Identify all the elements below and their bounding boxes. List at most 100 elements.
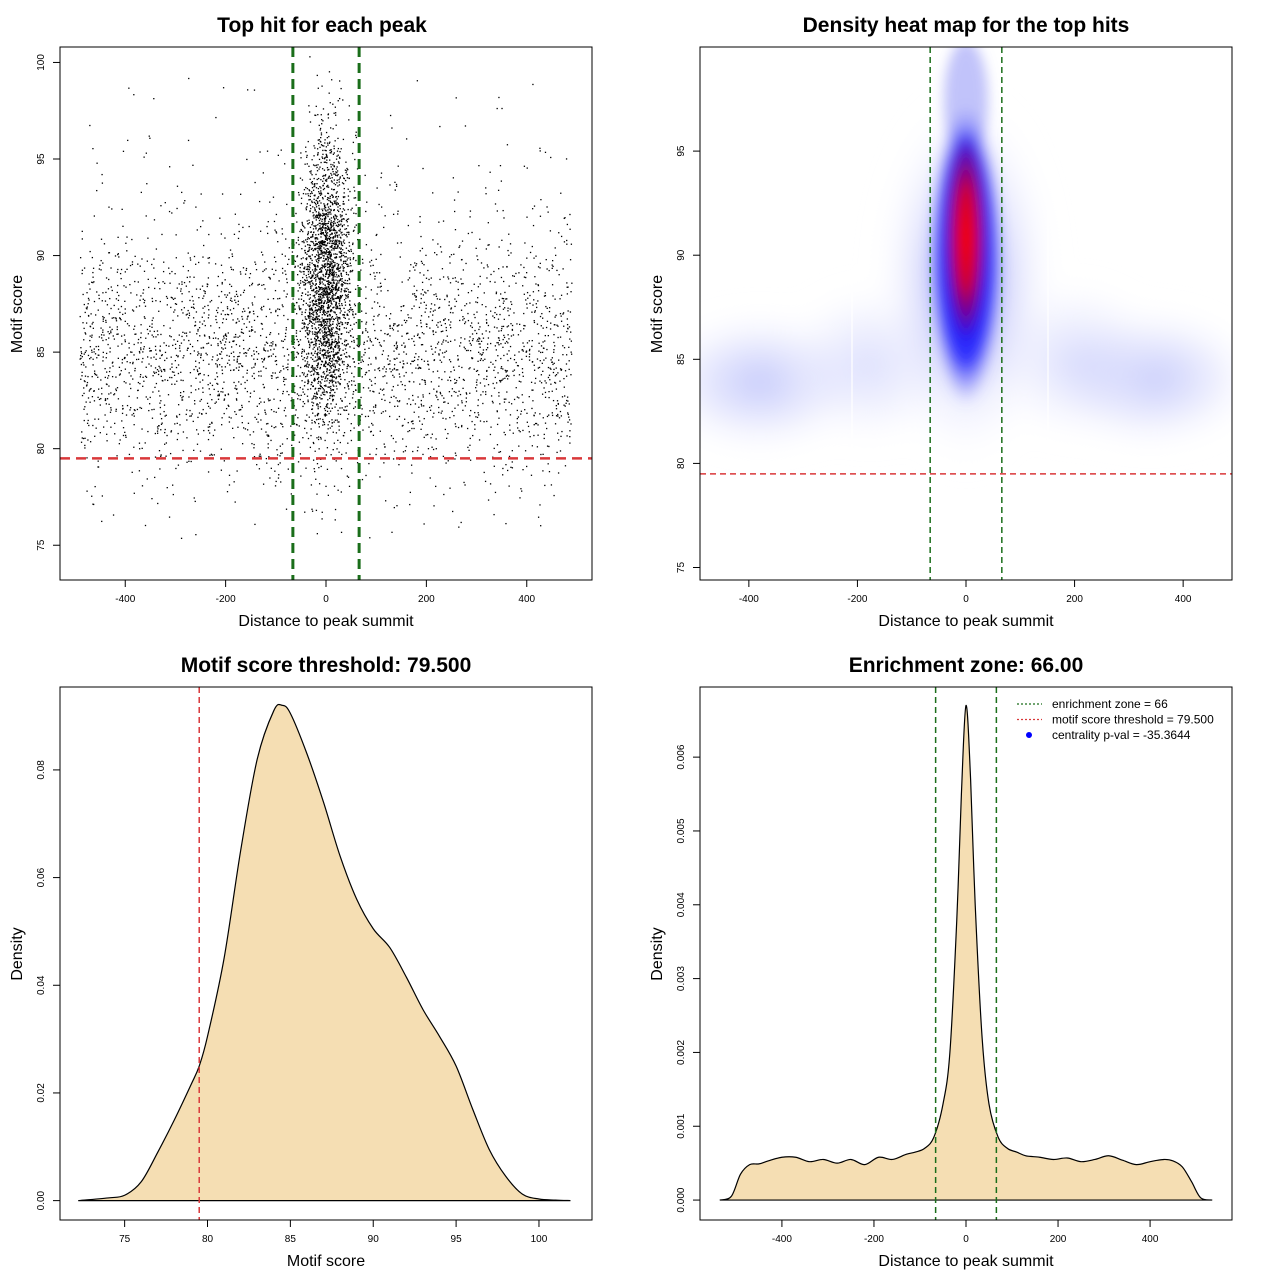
scatter-point: [541, 362, 543, 364]
scatter-point: [568, 419, 571, 421]
scatter-point: [168, 345, 170, 347]
scatter-point: [319, 301, 321, 304]
scatter-point: [232, 269, 235, 271]
scatter-point: [182, 379, 184, 382]
scatter-point: [248, 347, 251, 350]
scatter-point: [266, 342, 269, 344]
scatter-point: [102, 356, 104, 358]
scatter-point: [332, 394, 334, 396]
scatter-point: [185, 314, 187, 316]
scatter-point: [423, 274, 425, 276]
scatter-point: [324, 195, 326, 197]
scatter-point: [349, 356, 351, 358]
scatter-point: [91, 495, 93, 497]
scatter-point: [321, 306, 323, 309]
scatter-point: [556, 400, 559, 402]
scatter-point: [457, 355, 459, 357]
scatter-point: [305, 326, 308, 328]
scatter-point: [196, 229, 198, 231]
scatter-point: [325, 258, 327, 261]
scatter-point: [294, 434, 296, 436]
scatter-point: [555, 415, 558, 417]
scatter-point: [422, 396, 424, 398]
scatter-point: [502, 325, 505, 328]
scatter-point: [277, 298, 279, 300]
scatter-point: [102, 292, 104, 294]
scatter-point: [303, 281, 305, 284]
scatter-point: [349, 402, 351, 405]
scatter-point: [421, 358, 423, 361]
scatter-point: [337, 236, 339, 238]
scatter-point: [355, 259, 357, 262]
scatter-point: [373, 272, 375, 274]
scatter-point: [441, 343, 443, 345]
scatter-point: [508, 233, 510, 235]
scatter-point: [87, 397, 90, 399]
scatter-point: [320, 187, 322, 189]
scatter-point: [237, 300, 240, 302]
scatter-point: [560, 415, 563, 417]
scatter-point: [435, 448, 437, 450]
scatter-point: [421, 289, 424, 291]
scatter-point: [84, 332, 86, 334]
scatter-point: [113, 304, 115, 307]
scatter-point: [336, 297, 338, 300]
scatter-point: [453, 369, 456, 371]
scatter-point: [91, 281, 93, 283]
scatter-point: [316, 403, 318, 405]
scatter-point: [379, 388, 382, 390]
scatter-point: [299, 263, 302, 266]
scatter-point: [328, 333, 330, 336]
scatter-point: [295, 409, 297, 411]
scatter-point: [131, 309, 134, 311]
scatter-point: [245, 267, 248, 270]
scatter-point: [483, 378, 485, 380]
scatter-point: [330, 222, 332, 224]
scatter-point: [83, 387, 85, 389]
scatter-point: [333, 421, 335, 423]
scatter-point: [333, 209, 335, 212]
scatter-point: [346, 331, 348, 333]
scatter-point: [493, 387, 496, 389]
scatter-point: [169, 368, 171, 370]
scatter-point: [319, 271, 321, 274]
scatter-point: [319, 329, 321, 331]
scatter-point: [338, 451, 340, 453]
scatter-point: [345, 252, 347, 254]
scatter-point: [332, 284, 334, 287]
scatter-point: [320, 271, 323, 273]
scatter-point: [153, 219, 156, 221]
scatter-point: [343, 209, 346, 211]
scatter-point: [560, 294, 563, 296]
scatter-point: [334, 234, 337, 236]
scatter-point: [312, 344, 315, 346]
scatter-point: [178, 334, 180, 336]
scatter-point: [241, 315, 243, 318]
scatter-point: [464, 125, 467, 127]
scatter-point: [153, 98, 155, 100]
scatter-point: [324, 414, 327, 416]
scatter-point: [326, 264, 328, 266]
scatter-point: [134, 409, 136, 412]
scatter-point: [397, 324, 399, 327]
scatter-point: [344, 406, 346, 408]
scatter-point: [497, 342, 500, 344]
scatter-point: [328, 382, 331, 384]
scatter-point: [325, 230, 327, 232]
scatter-point: [338, 349, 340, 352]
scatter-point: [468, 340, 471, 342]
scatter-point: [315, 259, 317, 261]
scatter-point: [420, 235, 422, 238]
scatter-point: [241, 318, 244, 320]
scatter-point: [418, 416, 420, 418]
scatter-point: [134, 367, 136, 370]
scatter-point: [324, 349, 326, 352]
scatter-point: [111, 289, 113, 292]
scatter-point: [318, 422, 320, 425]
scatter-point: [424, 291, 426, 293]
scatter-point: [390, 435, 393, 437]
scatter-point: [496, 327, 498, 329]
scatter-point: [566, 330, 568, 333]
scatter-point: [330, 375, 332, 377]
scatter-point: [318, 356, 321, 358]
